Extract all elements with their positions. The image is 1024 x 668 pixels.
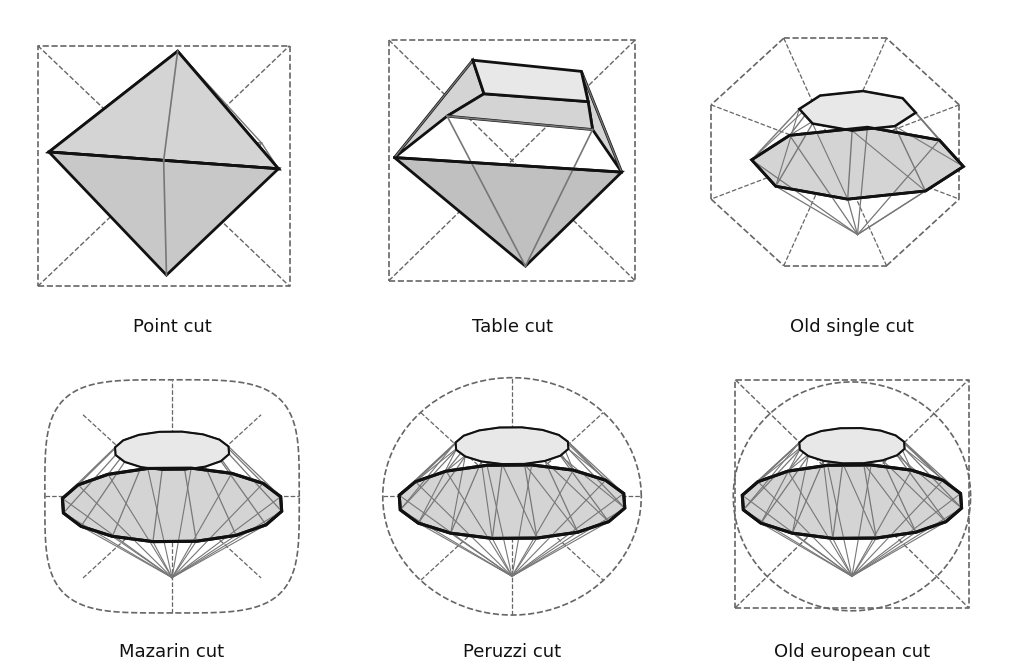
Polygon shape bbox=[394, 60, 484, 158]
Polygon shape bbox=[456, 428, 568, 464]
Polygon shape bbox=[49, 51, 279, 169]
Polygon shape bbox=[742, 465, 962, 538]
Polygon shape bbox=[49, 51, 279, 169]
Text: Point cut: Point cut bbox=[133, 317, 211, 335]
Polygon shape bbox=[49, 51, 279, 169]
Polygon shape bbox=[582, 71, 622, 172]
Polygon shape bbox=[473, 60, 588, 102]
Polygon shape bbox=[49, 51, 177, 152]
Text: Table cut: Table cut bbox=[471, 317, 553, 335]
Polygon shape bbox=[447, 94, 593, 130]
Polygon shape bbox=[62, 468, 282, 542]
Polygon shape bbox=[800, 428, 904, 464]
Polygon shape bbox=[115, 432, 229, 470]
Text: Mazarin cut: Mazarin cut bbox=[120, 643, 224, 661]
Polygon shape bbox=[399, 465, 625, 538]
Polygon shape bbox=[49, 152, 279, 275]
Polygon shape bbox=[394, 158, 622, 266]
Polygon shape bbox=[800, 91, 915, 131]
Text: Old single cut: Old single cut bbox=[790, 317, 913, 335]
Text: Peruzzi cut: Peruzzi cut bbox=[463, 643, 561, 661]
Polygon shape bbox=[752, 127, 964, 199]
Text: Old european cut: Old european cut bbox=[774, 643, 930, 661]
